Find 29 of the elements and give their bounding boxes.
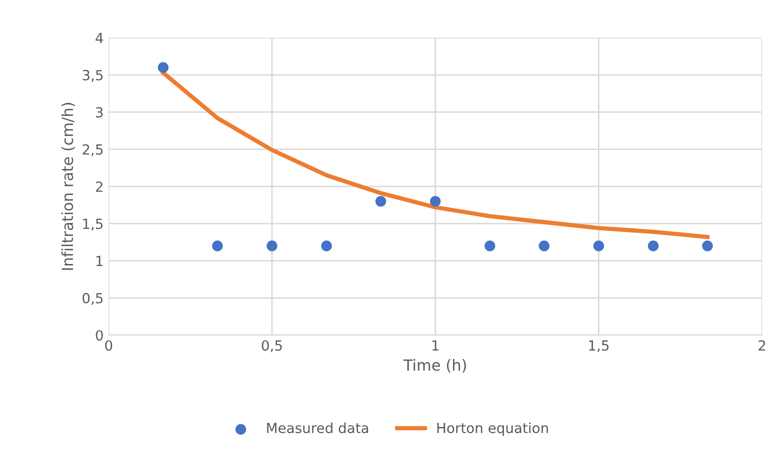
legend-label: Measured data: [267, 422, 368, 434]
point: [484, 240, 496, 252]
point: [212, 240, 223, 252]
point: [538, 240, 550, 252]
point: [430, 196, 441, 207]
x-tick-label: 1: [432, 340, 438, 351]
legend-label: Horton equation: [437, 422, 548, 436]
point: [158, 62, 169, 73]
y-tick-label: 1: [96, 256, 102, 266]
y-tick-label: 3: [96, 107, 103, 118]
x-tick-label: 2: [758, 340, 766, 351]
y-tick-label: 4: [96, 32, 103, 44]
y-tick-label: 2: [96, 181, 102, 192]
point: [375, 196, 386, 207]
point: [266, 240, 278, 252]
x-tick-label: 1,5: [589, 340, 609, 352]
point: [593, 240, 604, 252]
y-tick-label: 3,5: [82, 70, 103, 82]
y-tick-label: 0: [96, 330, 103, 341]
y-tick-label: 0,5: [82, 292, 103, 305]
x-axis-title: Time (h): [403, 358, 466, 373]
y-axis-title: Infiltration rate (cm/h): [61, 102, 75, 270]
point: [321, 240, 332, 252]
x-tick-label: 0,5: [262, 340, 282, 352]
y-tick-label: 1,5: [83, 218, 103, 230]
y-tick-label: 2,5: [82, 144, 103, 156]
x-tick-label: 0: [105, 340, 112, 351]
point: [702, 240, 713, 252]
point: [648, 240, 659, 252]
